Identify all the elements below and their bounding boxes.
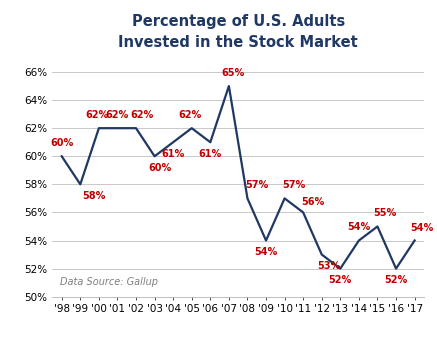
Text: 52%: 52% (329, 276, 352, 285)
Text: 54%: 54% (254, 247, 277, 257)
Text: 56%: 56% (301, 197, 324, 207)
Text: Data Source: Gallup: Data Source: Gallup (60, 277, 158, 287)
Text: 54%: 54% (347, 222, 371, 232)
Text: 53%: 53% (318, 262, 341, 271)
Text: 57%: 57% (282, 180, 305, 190)
Text: 62%: 62% (106, 110, 129, 120)
Text: 61%: 61% (162, 149, 185, 159)
Text: 58%: 58% (82, 191, 105, 201)
Text: 61%: 61% (199, 149, 222, 159)
Text: 65%: 65% (221, 68, 244, 78)
Text: 62%: 62% (130, 110, 153, 120)
Text: 60%: 60% (149, 163, 172, 173)
Text: 54%: 54% (410, 223, 434, 234)
Text: 60%: 60% (50, 138, 73, 148)
Text: 52%: 52% (385, 276, 408, 285)
Text: 57%: 57% (245, 180, 268, 190)
Text: 62%: 62% (178, 110, 201, 120)
Text: 62%: 62% (85, 110, 109, 120)
Text: 55%: 55% (373, 208, 396, 218)
Title: Percentage of U.S. Adults
Invested in the Stock Market: Percentage of U.S. Adults Invested in th… (118, 14, 358, 50)
